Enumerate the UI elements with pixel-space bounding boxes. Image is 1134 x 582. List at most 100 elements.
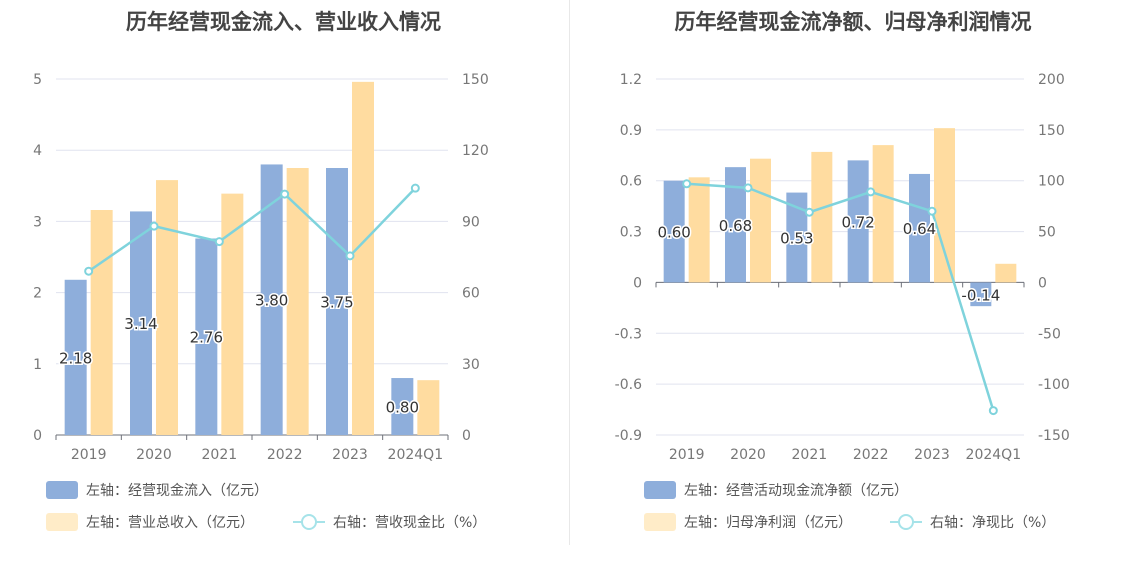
left-axis-tick-label: 0.6 (620, 174, 642, 190)
chart-plot-left: 0 1 2 3 4 5 0 30 60 90 120 150 2019 2020 2021 2022 2023 2… (33, 72, 489, 463)
bar-data-label: 3.75 (320, 294, 353, 312)
bar-series1 (786, 192, 808, 283)
right-axis-tick-label: 150 (1038, 123, 1065, 139)
line-point (804, 207, 814, 217)
line-series (686, 182, 995, 411)
right-axis-tick-label: -50 (1038, 326, 1061, 342)
left-axis-tick-label: -0.9 (615, 428, 642, 444)
legend-item-bar2[interactable]: 左轴：归母净利润（亿元） (644, 512, 852, 532)
left-axis-tick-label: 3 (33, 214, 42, 230)
left-axis-tick-label: -0.6 (615, 377, 642, 393)
bar-series1 (725, 167, 746, 283)
line-point (149, 221, 159, 231)
category-label: 2023 (914, 447, 950, 463)
bar-series2 (286, 168, 309, 435)
bar-series1 (64, 279, 87, 435)
bar-data-label: 0.64 (903, 220, 936, 238)
bar-series2 (221, 193, 244, 435)
line-point (988, 406, 998, 416)
bar-series1 (909, 173, 930, 283)
line-point (345, 251, 355, 261)
category-label: 2022 (267, 447, 303, 463)
legend-label: 左轴：经营活动现金流净额（亿元） (684, 483, 908, 499)
line-point (280, 189, 290, 199)
line-point (743, 183, 753, 193)
right-axis-tick-label: 0 (1038, 275, 1047, 291)
bar-series1 (260, 164, 283, 435)
line-point (410, 183, 420, 193)
bar-data-label: 2.18 (59, 349, 92, 367)
bar-series2 (90, 210, 113, 435)
bar-series2 (156, 180, 178, 435)
category-label: 2023 (332, 447, 368, 463)
right-axis-tick-label: 0 (462, 428, 471, 444)
bar-series1 (663, 180, 685, 283)
left-axis-tick-label: -0.3 (615, 326, 642, 342)
line-series (87, 187, 417, 273)
bar-series2 (750, 158, 771, 283)
category-label: 2019 (71, 447, 107, 463)
chart-title: 历年经营现金流净额、归母净利润情况 (674, 10, 1032, 34)
left-axis-tick-label: 1.2 (620, 72, 642, 88)
category-label: 2024Q1 (388, 447, 444, 463)
line-point (866, 187, 876, 197)
right-axis-tick-label: 200 (1038, 72, 1065, 88)
bar-series2 (688, 177, 710, 283)
bar-data-label: 2.76 (190, 329, 223, 347)
legend-swatch-bar2 (46, 513, 78, 531)
left-axis-tick-label: 0.9 (620, 123, 642, 139)
left-axis-tick-label: 4 (33, 143, 42, 159)
bar-data-label: 3.80 (255, 292, 288, 310)
bar-series1 (195, 238, 218, 435)
bar-data-label: 0.68 (719, 217, 752, 235)
right-axis-tick-label: 30 (462, 357, 480, 373)
left-axis-tick-label: 0 (33, 428, 42, 444)
left-axis-tick-label: 5 (33, 72, 42, 88)
line-point (682, 179, 692, 189)
right-axis-tick-label: 150 (462, 72, 489, 88)
legend-swatch-bar2 (644, 513, 676, 531)
legend-swatch-bar1 (644, 481, 676, 499)
legend-item-bar1[interactable]: 左轴：经营活动现金流净额（亿元） (644, 480, 908, 500)
legend-item-line[interactable]: 右轴：营收现金比（%） (293, 512, 486, 532)
bar-series1 (326, 168, 348, 435)
legend-label: 左轴：经营现金流入（亿元） (86, 483, 268, 499)
legend-label: 左轴：营业总收入（亿元） (86, 515, 254, 531)
right-axis-tick-label: 120 (462, 143, 489, 159)
bar-series2 (995, 263, 1017, 283)
legend-label: 右轴：净现比（%） (930, 515, 1056, 531)
bar-series2 (934, 128, 955, 283)
left-axis-tick-label: 0 (633, 275, 642, 291)
bar-series1 (391, 378, 414, 435)
chart-panel-right: 历年经营现金流净额、归母净利润情况 -0.9 -0.6 -0.3 0 0.3 0.6 0.9… (572, 0, 1134, 582)
bar-data-label: 0.53 (780, 230, 813, 248)
chart-panel-left: 历年经营现金流入、营业收入情况 0 1 2 3 4 5 0 30 60 90 120 150 2019 2… (33, 10, 489, 532)
category-label: 2020 (730, 447, 766, 463)
left-axis-tick-label: 0.3 (620, 225, 642, 241)
legend-label: 右轴：营收现金比（%） (333, 515, 487, 531)
bar-series2 (417, 380, 440, 435)
bar-data-label: 0.60 (657, 224, 690, 242)
category-label: 2021 (202, 447, 238, 463)
legend-swatch-line (293, 513, 325, 531)
category-label: 2020 (136, 447, 172, 463)
chart-plot-right: -0.9 -0.6 -0.3 0 0.3 0.6 0.9 1.2 -150 -100 -50 0 50 1… (615, 72, 1070, 463)
bar-data-label: 0.80 (386, 399, 419, 417)
panel-divider (569, 0, 570, 545)
line-point (84, 266, 94, 276)
line-point (927, 206, 937, 216)
legend-item-bar1[interactable]: 左轴：经营现金流入（亿元） (46, 480, 268, 500)
category-label: 2024Q1 (966, 447, 1022, 463)
left-axis-tick-label: 2 (33, 286, 42, 302)
bar-data-label: 0.72 (841, 213, 874, 231)
left-axis-tick-label: 1 (33, 357, 42, 373)
right-axis-tick-label: -100 (1038, 377, 1070, 393)
legend-swatch-bar1 (46, 481, 78, 499)
legend-item-line[interactable]: 右轴：净现比（%） (890, 512, 1055, 532)
right-axis-tick-label: 90 (462, 214, 480, 230)
category-label: 2021 (792, 447, 828, 463)
bar-series1 (130, 211, 152, 435)
bar-series2 (352, 81, 374, 436)
category-label: 2022 (853, 447, 889, 463)
legend-item-bar2[interactable]: 左轴：营业总收入（亿元） (46, 512, 254, 532)
